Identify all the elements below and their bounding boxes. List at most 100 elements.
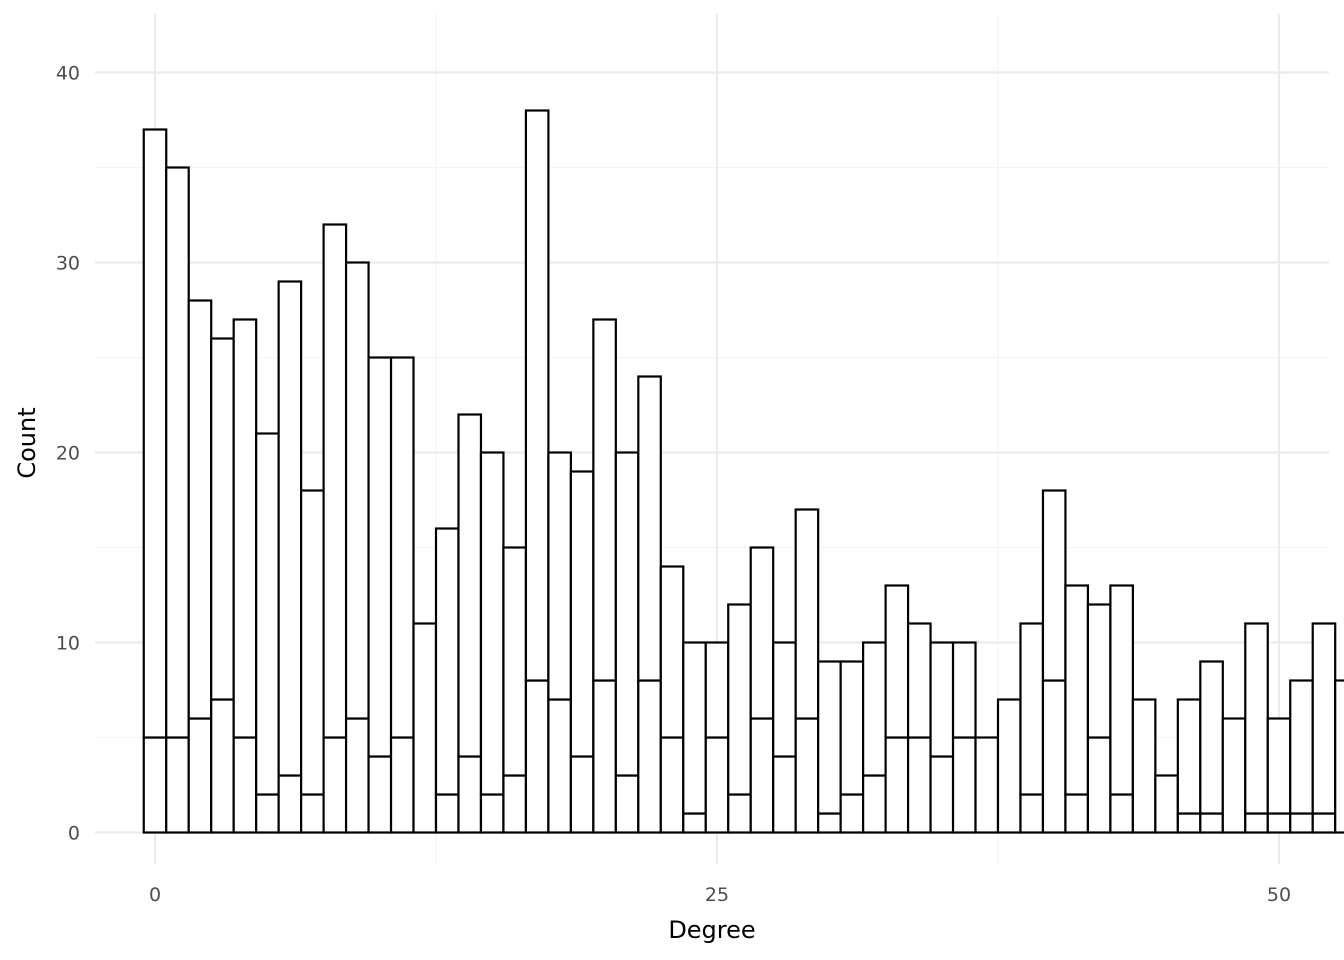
histogram-bar-upper — [300, 489, 325, 796]
histogram-bar-upper — [906, 622, 932, 739]
histogram-bar-lower — [322, 736, 348, 834]
histogram-bar-upper — [277, 280, 303, 777]
histogram-bar-upper — [367, 356, 393, 758]
histogram-bar-upper — [1311, 622, 1337, 815]
histogram-bar-upper — [1289, 679, 1314, 815]
histogram-bar-upper — [232, 318, 258, 739]
histogram-bar-lower — [300, 793, 325, 834]
histogram-bar-lower — [389, 736, 415, 834]
histogram-bar-lower — [951, 736, 977, 834]
histogram-bar-lower — [569, 755, 595, 834]
histogram-bar-lower — [1176, 812, 1202, 834]
histogram-bar-lower — [727, 793, 752, 834]
y-tick-label: 30 — [56, 253, 80, 275]
histogram-bar-lower — [794, 717, 820, 834]
histogram-bar-lower — [547, 698, 572, 834]
histogram-bar-lower — [1086, 736, 1112, 834]
histogram-bar-lower — [210, 698, 235, 834]
histogram-bar-upper — [255, 432, 280, 796]
histogram-bar-lower — [749, 717, 775, 834]
histogram-bar-lower — [1266, 812, 1292, 834]
histogram-bar-lower — [232, 736, 258, 834]
histogram-bar-upper — [1199, 660, 1224, 815]
histogram-bar-upper — [1176, 698, 1202, 815]
histogram-bar-upper — [772, 641, 797, 758]
histogram-bar-upper — [1019, 622, 1045, 796]
histogram-bar-upper — [1064, 584, 1090, 796]
histogram-bar-upper — [1086, 603, 1112, 739]
histogram-bar-upper — [974, 736, 1000, 834]
histogram-bar-upper — [165, 166, 190, 739]
histogram-bar-lower — [929, 755, 955, 834]
histogram-bar-upper — [344, 261, 370, 720]
histogram-bar-lower — [1109, 793, 1134, 834]
histogram-bar-lower — [277, 774, 303, 834]
histogram-bar-upper — [569, 470, 595, 758]
histogram-bar-upper — [1244, 622, 1269, 815]
histogram-bar-lower — [434, 793, 460, 834]
histogram-bars — [142, 109, 1344, 834]
histogram-bar-lower — [1064, 793, 1090, 834]
histogram-bar-lower — [1289, 812, 1314, 834]
histogram-bar-lower — [862, 774, 887, 834]
histogram-bar-upper — [794, 508, 820, 720]
y-tick-label: 10 — [56, 633, 80, 655]
histogram-bar-lower — [659, 736, 685, 834]
histogram-bar-lower — [344, 717, 370, 834]
histogram-bar-upper — [839, 660, 865, 796]
histogram-bar-upper — [727, 603, 752, 796]
histogram-bar-upper — [637, 375, 662, 682]
histogram-bar-upper — [1221, 717, 1247, 834]
histogram-bar-upper — [1266, 717, 1292, 815]
y-tick-label: 40 — [56, 63, 80, 85]
x-tick-label: 0 — [149, 884, 161, 906]
histogram-bar-lower — [479, 793, 505, 834]
histogram-bar-lower — [367, 755, 393, 834]
x-axis-tick-labels: 0255075100 — [149, 884, 1291, 906]
histogram-bar-upper — [547, 451, 572, 701]
histogram-bar-lower — [502, 774, 528, 834]
histogram-bar-lower — [884, 736, 910, 834]
histogram-bar-upper — [187, 299, 213, 720]
histogram-bar-lower — [614, 774, 640, 834]
histogram-bar-upper — [682, 641, 707, 815]
histogram-bar-lower — [1199, 812, 1224, 834]
y-tick-label: 20 — [56, 443, 80, 465]
histogram-bar-upper — [592, 318, 617, 682]
histogram-bar-upper — [1109, 584, 1134, 796]
y-axis-title: Count — [13, 407, 41, 478]
histogram-bar-upper — [659, 565, 685, 739]
histogram-bar-upper — [884, 584, 910, 739]
histogram-bar-lower — [255, 793, 280, 834]
histogram-bar-upper — [502, 546, 528, 777]
histogram-bar-upper — [1334, 679, 1344, 834]
histogram-bar-upper — [862, 641, 887, 777]
histogram-bar-upper — [412, 622, 438, 834]
histogram-bar-upper — [457, 413, 483, 758]
histogram-bar-lower — [704, 736, 730, 834]
histogram-bar-lower — [165, 736, 190, 834]
histogram-bar-upper — [817, 660, 842, 815]
histogram-bar-upper — [996, 698, 1022, 834]
x-tick-label: 25 — [705, 884, 729, 906]
histogram-bar-lower — [142, 736, 168, 834]
histogram-bar-upper — [951, 641, 977, 739]
histogram-bar-lower — [1041, 679, 1067, 834]
y-axis-tick-labels: 0 10 20 30 40 — [56, 63, 80, 845]
histogram-bar-lower — [682, 812, 707, 834]
histogram-bar-lower — [1019, 793, 1045, 834]
histogram-bar-upper — [142, 128, 168, 739]
histogram-bar-upper — [1131, 698, 1157, 834]
histogram-bar-upper — [929, 641, 955, 758]
x-tick-label: 50 — [1267, 884, 1291, 906]
histogram-bar-upper — [1154, 774, 1179, 834]
histogram-bar-upper — [614, 451, 640, 777]
histogram-bar-upper — [1041, 489, 1067, 682]
histogram-bar-upper — [389, 356, 415, 739]
histogram-bar-upper — [322, 223, 348, 739]
histogram-bar-upper — [434, 527, 460, 796]
histogram-bar-lower — [524, 679, 550, 834]
histogram-bar-upper — [479, 451, 505, 796]
histogram-bar-lower — [457, 755, 483, 834]
